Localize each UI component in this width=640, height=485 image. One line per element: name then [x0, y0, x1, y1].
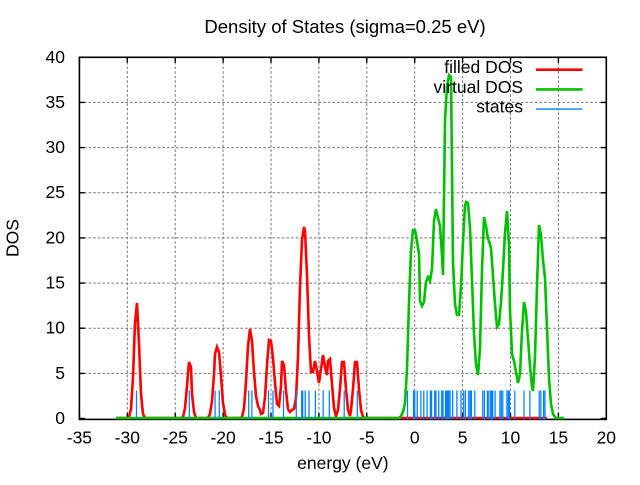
- svg-text:20: 20: [46, 227, 66, 247]
- svg-text:0: 0: [55, 408, 65, 428]
- svg-text:-35: -35: [67, 427, 92, 447]
- svg-text:-5: -5: [359, 427, 375, 447]
- svg-text:-30: -30: [115, 427, 141, 447]
- svg-text:0: 0: [410, 427, 420, 447]
- svg-text:35: 35: [46, 92, 65, 112]
- svg-text:15: 15: [46, 273, 65, 293]
- svg-text:15: 15: [549, 427, 568, 447]
- svg-text:-15: -15: [258, 427, 283, 447]
- svg-text:filled DOS: filled DOS: [444, 57, 523, 77]
- svg-text:5: 5: [458, 427, 468, 447]
- svg-text:Density of States (sigma=0.25: Density of States (sigma=0.25 eV): [204, 16, 485, 37]
- svg-text:-20: -20: [210, 427, 236, 447]
- svg-text:energy (eV): energy (eV): [297, 453, 388, 473]
- svg-text:-10: -10: [306, 427, 332, 447]
- svg-text:30: 30: [46, 137, 66, 157]
- svg-text:10: 10: [46, 318, 66, 338]
- svg-text:5: 5: [55, 363, 65, 383]
- svg-text:virtual DOS: virtual DOS: [434, 77, 523, 97]
- svg-text:10: 10: [501, 427, 521, 447]
- svg-text:40: 40: [46, 47, 66, 67]
- svg-text:25: 25: [46, 182, 65, 202]
- svg-text:DOS: DOS: [3, 219, 23, 257]
- svg-text:20: 20: [597, 427, 617, 447]
- svg-text:states: states: [476, 97, 523, 117]
- svg-text:-25: -25: [163, 427, 188, 447]
